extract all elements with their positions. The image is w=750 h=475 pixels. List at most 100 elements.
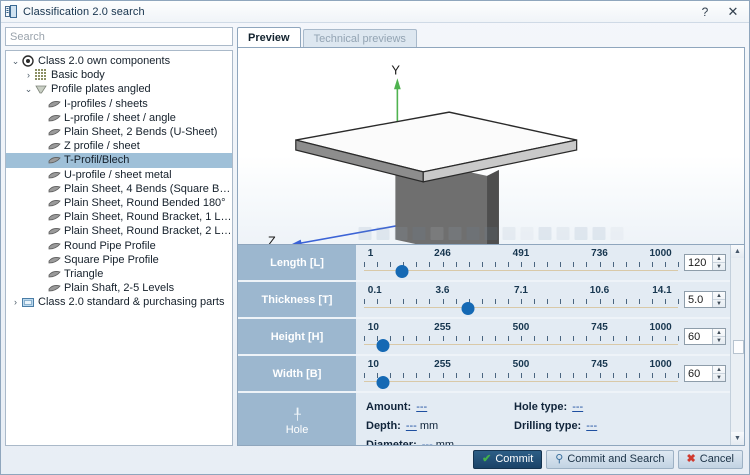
- slider-track[interactable]: [364, 298, 679, 315]
- slider-handle[interactable]: [376, 375, 390, 389]
- slider-track[interactable]: [364, 372, 679, 389]
- stepper-buttons[interactable]: ▲ ▼: [712, 292, 725, 307]
- stepper-down-button[interactable]: ▼: [716, 374, 722, 381]
- hole-field-value[interactable]: ---: [416, 401, 428, 413]
- tree-item-label: Plain Shaft, 2-5 Levels: [64, 282, 175, 295]
- tree-item[interactable]: Plain Sheet, Round Bracket, 2 Legs: [6, 224, 232, 238]
- tree-item[interactable]: U-profile / sheet metal: [6, 168, 232, 182]
- chevron-right-icon[interactable]: ›: [14, 296, 17, 307]
- slider-handle[interactable]: [376, 338, 390, 352]
- tree-item-label: I-profiles / sheets: [64, 97, 148, 110]
- hole-field-value[interactable]: ---: [405, 420, 417, 432]
- profile-icon: [47, 241, 61, 251]
- tree-item[interactable]: Plain Sheet, Round Bended 180°: [6, 196, 232, 210]
- parameter-slider[interactable]: 10 255 500 745 1000: [364, 321, 679, 353]
- tree-item[interactable]: Z profile / sheet: [6, 139, 232, 153]
- tab-technical-previews[interactable]: Technical previews: [302, 29, 417, 47]
- tree-item[interactable]: T-Profil/Blech: [6, 153, 232, 168]
- tree-item[interactable]: Square Pipe Profile: [6, 253, 232, 267]
- tree-item[interactable]: Plain Sheet, Round Bracket, 1 Leg: [6, 210, 232, 224]
- preview-viewport[interactable]: Y Z X: [237, 47, 745, 245]
- left-pane: ⌄ Class 2.0 own components › Basic body ⌄ Pro…: [5, 27, 233, 446]
- profile-icon: [47, 269, 61, 279]
- parameter-slider[interactable]: 1 246 491 736 1000: [364, 247, 679, 279]
- tree-item[interactable]: Plain Sheet, 2 Bends (U-Sheet): [6, 125, 232, 139]
- stepper-up-button[interactable]: ▲: [713, 255, 725, 263]
- stepper-buttons[interactable]: ▲ ▼: [712, 255, 725, 270]
- tree-item[interactable]: › Basic body: [6, 68, 232, 82]
- tab-preview[interactable]: Preview: [237, 27, 301, 47]
- stepper-up-button[interactable]: ▲: [713, 329, 725, 337]
- scroll-thumb[interactable]: [733, 340, 744, 354]
- slider-tick-label: 10: [367, 358, 379, 370]
- parameter-label: Thickness [T]: [238, 282, 356, 317]
- chevron-down-icon[interactable]: ⌄: [24, 83, 33, 94]
- slider-handle[interactable]: [461, 301, 475, 315]
- parameter-value-stepper[interactable]: ▲▼: [684, 254, 726, 271]
- svg-text:Y: Y: [391, 62, 400, 77]
- scroll-down-button[interactable]: ▼: [731, 432, 744, 445]
- stepper-up-button[interactable]: ▲: [713, 366, 725, 374]
- stepper-down-button[interactable]: ▼: [716, 300, 722, 307]
- scroll-track[interactable]: [731, 258, 744, 432]
- component-tree[interactable]: ⌄ Class 2.0 own components › Basic body ⌄ Pro…: [5, 50, 233, 446]
- tree-item[interactable]: Plain Sheet, 4 Bends (Square Bracket): [6, 182, 232, 196]
- hole-field: Diameter: --- mm: [366, 439, 514, 446]
- stepper-buttons[interactable]: ▲ ▼: [712, 329, 725, 344]
- hole-field-value[interactable]: ---: [586, 420, 598, 432]
- parameter-control: 0.1 3.6 7.1 10.6 14.1 ▲▼: [356, 282, 730, 317]
- check-icon: ✔: [482, 452, 492, 465]
- commit-button[interactable]: ✔ Commit: [473, 449, 543, 469]
- tree-item[interactable]: L-profile / sheet / angle: [6, 111, 232, 125]
- commit-and-search-button[interactable]: ⚲ Commit and Search: [546, 449, 674, 469]
- tree-item[interactable]: I-profiles / sheets: [6, 97, 232, 111]
- parameter-value-input[interactable]: [685, 366, 712, 381]
- tree-item[interactable]: ⌄ Profile plates angled: [6, 82, 232, 96]
- chevron-right-icon[interactable]: ›: [27, 69, 30, 80]
- stepper-down-button[interactable]: ▼: [716, 263, 722, 270]
- slider-ticks: [364, 372, 679, 378]
- stepper-buttons[interactable]: ▲ ▼: [712, 366, 725, 381]
- scroll-up-button[interactable]: ▲: [731, 245, 744, 258]
- slider-track[interactable]: [364, 335, 679, 352]
- parameter-scrollbar[interactable]: ▲ ▼: [730, 245, 744, 445]
- stepper-up-button[interactable]: ▲: [713, 292, 725, 300]
- hole-field-label: Hole type:: [514, 401, 568, 413]
- parameter-value-input[interactable]: [685, 329, 712, 344]
- slider-handle[interactable]: [395, 264, 409, 278]
- hole-field: Amount: ---: [366, 401, 514, 413]
- tree-item[interactable]: Round Pipe Profile: [6, 238, 232, 252]
- hole-field-value[interactable]: ---: [421, 439, 433, 446]
- slider-tick-label: 255: [434, 358, 451, 370]
- classification-icon: [5, 5, 18, 18]
- slider-track[interactable]: [364, 261, 679, 278]
- hole-field-unit: mm: [435, 439, 455, 446]
- tree-item[interactable]: Triangle: [6, 267, 232, 281]
- tree-item[interactable]: ⌄ Class 2.0 own components: [6, 54, 232, 68]
- slider-tick-labels: 1 246 491 736 1000: [364, 248, 678, 259]
- parameter-value-input[interactable]: [685, 292, 712, 307]
- help-button[interactable]: ?: [701, 4, 709, 19]
- tree-item[interactable]: Plain Shaft, 2-5 Levels: [6, 281, 232, 295]
- parameter-value-stepper[interactable]: ▲▼: [684, 291, 726, 308]
- slider-ticks: [364, 261, 679, 267]
- parameter-slider[interactable]: 0.1 3.6 7.1 10.6 14.1: [364, 284, 679, 316]
- slider-tick-label: 745: [591, 358, 608, 370]
- parameter-slider[interactable]: 10 255 500 745 1000: [364, 358, 679, 390]
- target-icon: [21, 55, 35, 67]
- hole-field-value[interactable]: ---: [572, 401, 584, 413]
- cancel-button[interactable]: ✖ Cancel: [677, 449, 743, 469]
- parameter-value-stepper[interactable]: ▲▼: [684, 328, 726, 345]
- close-button[interactable]: ✕: [727, 3, 739, 19]
- slider-tick-label: 500: [512, 321, 530, 333]
- search-input[interactable]: [5, 27, 233, 46]
- stepper-down-button[interactable]: ▼: [716, 337, 722, 344]
- chevron-down-icon[interactable]: ⌄: [11, 55, 20, 66]
- parameter-value-stepper[interactable]: ▲▼: [684, 365, 726, 382]
- tree-item-label: Round Pipe Profile: [64, 239, 156, 252]
- parameter-value-input[interactable]: [685, 255, 712, 270]
- tree-item[interactable]: › Class 2.0 standard & purchasing parts: [6, 295, 232, 309]
- parameter-control: 10 255 500 745 1000 ▲▼: [356, 319, 730, 354]
- parameter-label: Height [H]: [238, 319, 356, 354]
